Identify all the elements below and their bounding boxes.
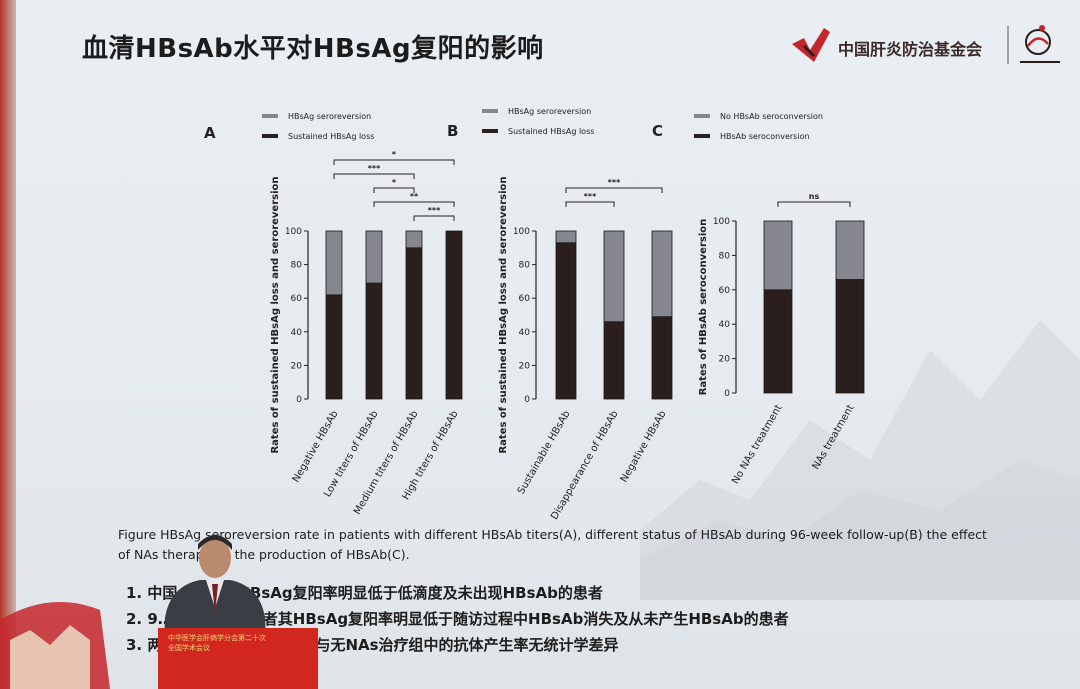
significance-label: *** bbox=[584, 192, 597, 201]
legend-swatch-gray bbox=[262, 114, 278, 118]
significance-bracket bbox=[333, 159, 455, 165]
y-tick-label: 0 bbox=[524, 395, 530, 405]
legend-item: HBsAg seroreversion bbox=[262, 109, 374, 123]
legend-label: HBsAg seroreversion bbox=[288, 111, 372, 121]
legend-label: Sustained HBsAg loss bbox=[288, 131, 375, 141]
bar-segment bbox=[445, 230, 463, 400]
bar-segment bbox=[651, 230, 673, 318]
significance-bracket bbox=[565, 187, 663, 193]
y-tick-label: 100 bbox=[713, 217, 730, 227]
bar-segment bbox=[603, 230, 625, 323]
y-tick-label: 60 bbox=[519, 294, 531, 304]
significance-bracket bbox=[413, 215, 455, 221]
significance-label: *** bbox=[368, 164, 381, 173]
bar-segment bbox=[365, 282, 383, 400]
conclusion-item: 2. 9…持续阳性的患者其HBsAg复阳率明显低于随访过程中HBsAb消失及从未… bbox=[126, 610, 789, 628]
bar-segment bbox=[325, 294, 343, 400]
chart-c: 0 20 40 60 80 100 Rates of HBsAb seroconversio… bbox=[698, 192, 865, 486]
y-tick-label: 80 bbox=[719, 251, 731, 261]
podium-text: 中华医学会肝病学分会第二十次 全国学术会议 bbox=[168, 633, 266, 653]
legend-swatch-gray bbox=[482, 109, 498, 113]
legend-c: No HBsAb seroconversion HBsAb seroconver… bbox=[694, 109, 823, 149]
bar-segment bbox=[835, 220, 865, 280]
significance-label: *** bbox=[608, 178, 621, 187]
legend-b: HBsAg seroreversion Sustained HBsAg loss bbox=[482, 104, 594, 144]
y-axis-label: Rates of sustained HBsAg loss and serore… bbox=[270, 176, 281, 453]
panel-letter-c: C bbox=[652, 122, 664, 140]
podium bbox=[158, 628, 318, 689]
significance-bracket bbox=[777, 201, 851, 207]
figure-caption: Figure HBsAg seroreversion rate in patie… bbox=[118, 527, 987, 562]
y-tick-label: 100 bbox=[285, 227, 302, 237]
bar-segment bbox=[651, 316, 673, 400]
legend-swatch-dark bbox=[694, 134, 710, 138]
slide-title: 血清HBsAb水平对HBsAg复阳的影响 bbox=[82, 34, 544, 64]
org-logo bbox=[792, 25, 1060, 64]
panel-letter-b: B bbox=[447, 122, 459, 140]
bar-segment bbox=[325, 230, 343, 296]
screen-edge bbox=[0, 0, 16, 689]
legend-swatch-gray bbox=[694, 114, 710, 118]
legend-a: HBsAg seroreversion Sustained HBsAg loss bbox=[262, 109, 374, 149]
y-tick-label: 40 bbox=[519, 328, 531, 338]
significance-bracket bbox=[333, 173, 415, 179]
significance-bracket bbox=[373, 187, 415, 193]
podium-line: 中华医学会肝病学分会第二十次 bbox=[168, 634, 266, 642]
projection-screen bbox=[16, 0, 1080, 689]
y-tick-label: 60 bbox=[719, 286, 731, 296]
legend-swatch-dark bbox=[262, 134, 278, 138]
significance-bracket bbox=[373, 201, 455, 207]
significance-label: * bbox=[392, 150, 397, 159]
legend-item: No HBsAb seroconversion bbox=[694, 109, 823, 123]
y-axis-label: Rates of HBsAb seroconversion bbox=[698, 219, 709, 396]
legend-item: HBsAg seroreversion bbox=[482, 104, 594, 118]
legend-item: Sustained HBsAg loss bbox=[482, 124, 594, 138]
panel-letter-a: A bbox=[204, 124, 216, 142]
bar-segment bbox=[405, 230, 423, 249]
x-tick-label: Sustainable HBsAb bbox=[516, 409, 573, 496]
y-tick-label: 20 bbox=[291, 361, 303, 371]
bar-segment bbox=[763, 289, 793, 394]
bar-segment bbox=[603, 321, 625, 400]
legend-item: Sustained HBsAg loss bbox=[262, 129, 374, 143]
y-tick-label: 0 bbox=[724, 389, 730, 399]
background-mountains bbox=[640, 320, 1080, 600]
y-tick-label: 40 bbox=[291, 328, 303, 338]
x-tick-label: No NAs treatment bbox=[730, 403, 784, 486]
y-tick-label: 0 bbox=[296, 395, 302, 405]
bar-segment bbox=[555, 242, 577, 400]
bar-segment bbox=[365, 230, 383, 284]
significance-bracket bbox=[565, 201, 615, 207]
chart-b: 0 20 40 60 80 100 Rates of sustained HBsAg los… bbox=[498, 176, 673, 522]
bar-segment bbox=[835, 279, 865, 394]
significance-label: ns bbox=[809, 192, 820, 201]
y-tick-label: 80 bbox=[291, 261, 303, 271]
chart-a: 0 20 40 60 80 100 Rates of sustained HBsAg los… bbox=[270, 150, 463, 517]
y-tick-label: 20 bbox=[719, 355, 731, 365]
y-tick-label: 40 bbox=[719, 320, 731, 330]
legend-label: HBsAb seroconversion bbox=[720, 131, 810, 141]
org-name: 中国肝炎防治基金会 bbox=[838, 40, 983, 59]
podium-line: 全国学术会议 bbox=[168, 644, 210, 652]
y-tick-label: 80 bbox=[519, 261, 531, 271]
significance-label: * bbox=[392, 178, 397, 187]
legend-label: No HBsAb seroconversion bbox=[720, 111, 823, 121]
red-banner-decoration bbox=[0, 602, 110, 689]
significance-label: *** bbox=[428, 206, 441, 215]
legend-swatch-dark bbox=[482, 129, 498, 133]
legend-item: HBsAb seroconversion bbox=[694, 129, 823, 143]
y-tick-label: 100 bbox=[513, 227, 530, 237]
legend-label: HBsAg seroreversion bbox=[508, 106, 592, 116]
bar-segment bbox=[405, 247, 423, 400]
significance-label: ** bbox=[410, 192, 419, 201]
y-tick-label: 20 bbox=[519, 361, 531, 371]
legend-label: Sustained HBsAg loss bbox=[508, 126, 595, 136]
y-axis-label: Rates of sustained HBsAg loss and serore… bbox=[498, 176, 509, 453]
bar-segment bbox=[763, 220, 793, 291]
bar-segment bbox=[555, 230, 577, 244]
y-tick-label: 60 bbox=[291, 294, 303, 304]
